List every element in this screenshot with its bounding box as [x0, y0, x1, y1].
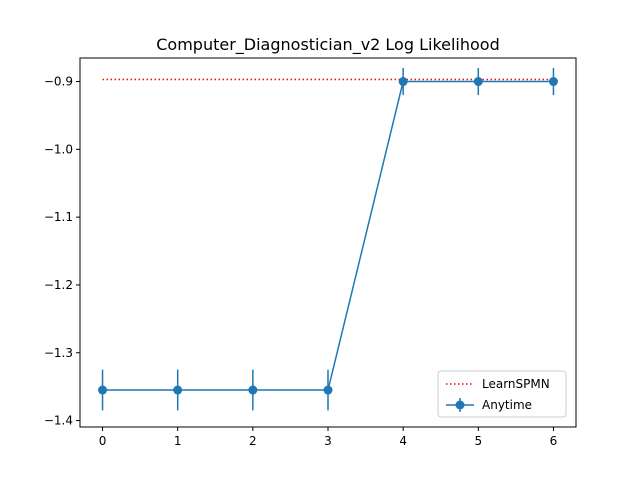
y-tick-label: −1.2 [44, 278, 73, 292]
x-tick-label: 6 [550, 434, 558, 448]
legend: LearnSPMN Anytime [437, 370, 567, 418]
anytime-point [173, 385, 183, 395]
y-tick-label: −1.4 [44, 414, 73, 428]
y-tick-label: −0.9 [44, 75, 73, 89]
plot-area [98, 67, 558, 411]
chart-title: Computer_Diagnostician_v2 Log Likelihood [156, 35, 500, 55]
x-tick-label: 4 [399, 434, 407, 448]
y-tick-label: −1.3 [44, 346, 73, 360]
anytime-point [98, 385, 108, 395]
anytime-point [248, 385, 258, 395]
x-tick-label: 2 [249, 434, 257, 448]
x-tick-label: 5 [474, 434, 482, 448]
y-tick-label: −1.0 [44, 142, 73, 156]
legend-label-learnspmn: LearnSPMN [482, 377, 550, 391]
axes: 0 1 2 3 4 5 6 −1.4 −1.3 −1.2 −1.1 −1.0 −0.9 [44, 57, 577, 448]
x-tick-label: 3 [324, 434, 332, 448]
x-tick-label: 0 [99, 434, 107, 448]
anytime-point [323, 385, 333, 395]
y-tick-label: −1.1 [44, 210, 73, 224]
x-tick-label: 1 [174, 434, 182, 448]
legend-swatch-marker-anytime [455, 400, 465, 410]
legend-label-anytime: Anytime [482, 398, 532, 412]
anytime-point [398, 77, 408, 87]
anytime-point [548, 77, 558, 87]
anytime-point [473, 77, 483, 87]
